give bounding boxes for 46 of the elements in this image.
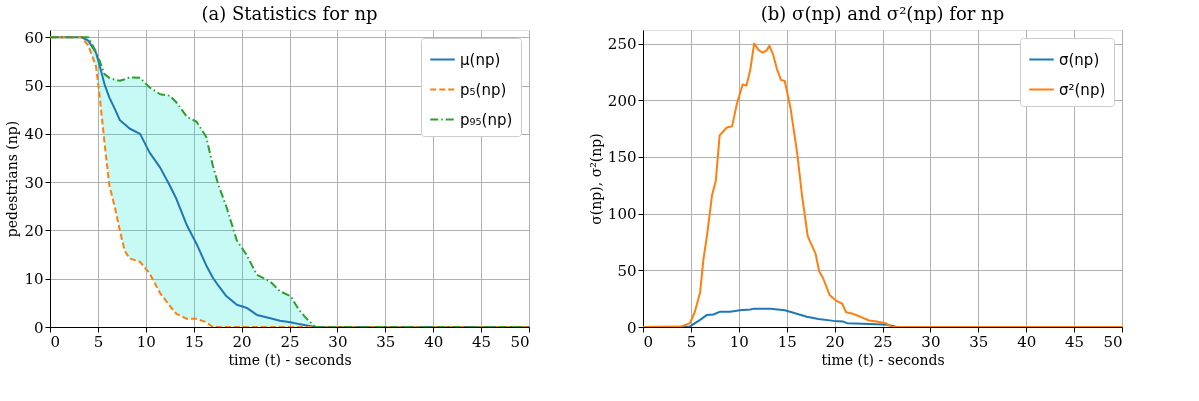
y-tick-label: 20: [24, 221, 44, 240]
x-tick-label: 20: [232, 332, 252, 351]
x-tick-label: 25: [873, 332, 893, 351]
x-tick-label: 25: [280, 332, 300, 351]
chart-title: (b) σ(np) and σ²(np) for np: [760, 3, 1005, 24]
y-tick-label: 30: [24, 173, 44, 192]
x-tick-label: 5: [686, 332, 697, 351]
x-tick-label: 20: [825, 332, 845, 351]
legend-label: p₉₅(np): [460, 110, 513, 129]
x-tick-label: 40: [424, 332, 444, 351]
y-tick-label: 0: [626, 318, 637, 337]
y-tick-label: 100: [607, 205, 637, 224]
x-tick-label: 50: [510, 332, 530, 351]
y-tick-label: 50: [617, 261, 637, 280]
x-tick-label: 0: [643, 332, 654, 351]
y-axis-title: pedestrians (np): [4, 120, 21, 238]
y-tick-label: 250: [607, 35, 637, 54]
chart-title: (a) Statistics for np: [201, 3, 378, 24]
x-tick-label: 5: [93, 332, 104, 351]
y-axis-title: σ(np), σ²(np): [587, 133, 604, 225]
x-tick-label: 30: [328, 332, 348, 351]
x-tick-label: 0: [50, 332, 61, 351]
legend-label: p₅(np): [460, 80, 507, 99]
x-tick-label: 40: [1017, 332, 1037, 351]
legend-label: σ(np): [1059, 50, 1100, 69]
y-tick-label: 200: [607, 91, 637, 110]
x-tick-label: 35: [969, 332, 989, 351]
x-tick-label: 45: [1065, 332, 1085, 351]
x-axis-title: time (t) - seconds: [821, 351, 945, 368]
x-tick-label: 35: [376, 332, 396, 351]
x-tick-label: 50: [1103, 332, 1123, 351]
y-tick-label: 40: [24, 125, 44, 144]
y-tick-label: 50: [24, 77, 44, 96]
legend-label: μ(np): [460, 50, 501, 69]
x-tick-label: 15: [184, 332, 204, 351]
legend-label: σ²(np): [1059, 80, 1106, 99]
y-tick-label: 10: [24, 270, 44, 289]
x-tick-label: 15: [777, 332, 797, 351]
x-tick-label: 45: [472, 332, 492, 351]
y-tick-label: 0: [33, 318, 44, 337]
x-tick-label: 30: [921, 332, 941, 351]
y-tick-label: 60: [24, 28, 44, 47]
x-axis-title: time (t) - seconds: [228, 351, 352, 368]
x-tick-label: 10: [729, 332, 749, 351]
y-tick-label: 150: [607, 148, 637, 167]
x-tick-label: 10: [136, 332, 156, 351]
